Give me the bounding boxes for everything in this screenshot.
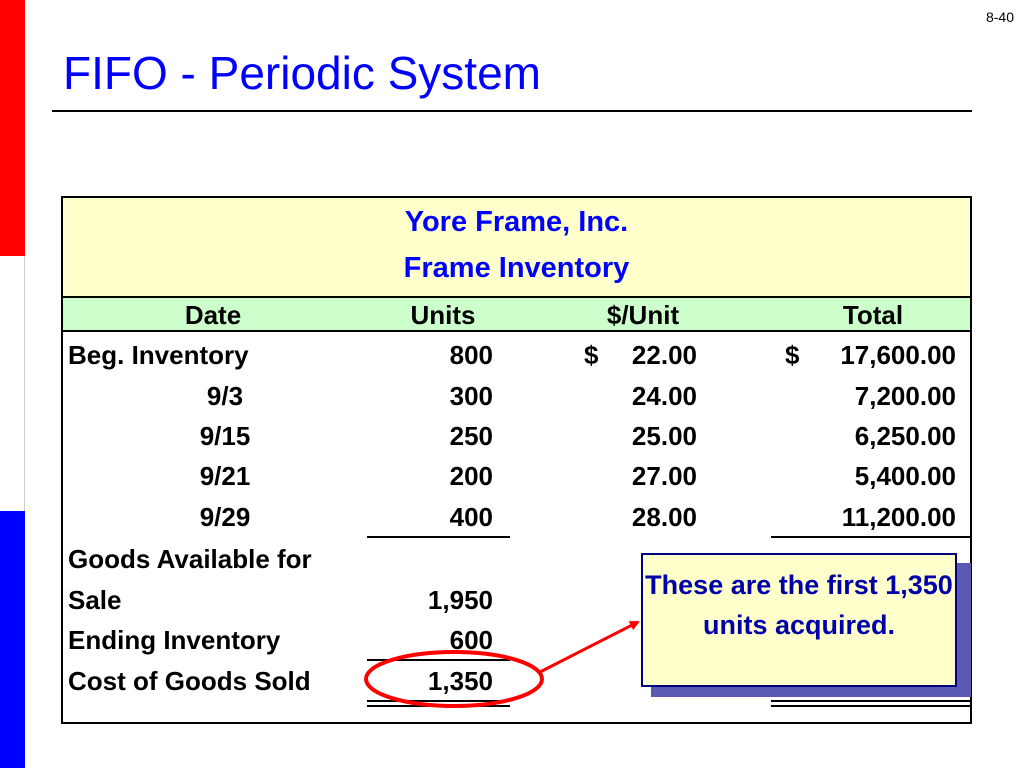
column-header-unit-cost: $/Unit [606,300,680,330]
units-subtotal-rule [367,536,510,538]
row-total: 11,200.00 [841,502,956,532]
row-units: 200 [449,461,493,491]
row-unit-cost: 22.00 [631,340,697,370]
row-unit-cost: 28.00 [631,502,697,532]
page-number: 8-40 [985,9,1014,25]
total-subtotal-rule [771,536,970,538]
row-units: 400 [449,502,493,532]
row-total: 17,600.00 [840,340,956,370]
row-units: 300 [449,381,493,411]
ending-inventory-rule [367,659,510,661]
row-date: 9/21 [199,461,251,491]
cogs-units: 1,350 [427,666,493,696]
side-stripe-white [0,256,25,511]
row-total: 5,400.00 [854,461,956,491]
row-units: 250 [449,421,493,451]
table-header-band: Yore Frame, Inc. Frame Inventory [63,198,970,296]
row-unit-cost: 27.00 [631,461,697,491]
column-header-units: Units [410,300,476,330]
row-total: 7,200.00 [854,381,956,411]
slide-title: FIFO - Periodic System [63,47,541,99]
cogs-label: Cost of Goods Sold [68,666,311,696]
row-date: Beg. Inventory [68,340,249,370]
row-unit-cost: 24.00 [631,381,697,411]
inventory-table: Yore Frame, Inc. Frame Inventory Date Un… [61,196,972,724]
side-stripe-blue [0,511,25,768]
row-date: 9/29 [199,502,251,532]
row-units: 800 [449,340,493,370]
table-subtitle: Frame Inventory [403,252,630,284]
total-currency-symbol: $ [785,340,800,370]
column-header-total: Total [842,300,904,330]
goods-available-label-cont: Sale [68,585,122,615]
callout-text: These are the first 1,350 units acquired… [645,570,953,640]
ending-inventory-units: 600 [449,625,493,655]
row-unit-cost: 25.00 [631,421,697,451]
side-stripe-red [0,0,25,256]
column-header-date: Date [184,300,242,330]
row-date: 9/3 [206,381,244,411]
column-header-row: Date Units $/Unit Total [63,296,970,332]
ending-inventory-label: Ending Inventory [68,625,281,655]
company-name: Yore Frame, Inc. [404,206,629,238]
row-total: 6,250.00 [854,421,956,451]
title-rule [52,110,972,112]
goods-available-units: 1,950 [427,585,493,615]
total-double-rule-top [771,700,970,702]
cogs-double-rule-top [367,700,510,702]
callout-box: These are the first 1,350 units acquired… [641,553,957,687]
row-date: 9/15 [199,421,251,451]
unit-currency-symbol: $ [584,340,599,370]
total-double-rule-bottom [771,705,970,707]
goods-available-label: Goods Available for [68,544,312,574]
cogs-double-rule-bottom [367,705,510,707]
